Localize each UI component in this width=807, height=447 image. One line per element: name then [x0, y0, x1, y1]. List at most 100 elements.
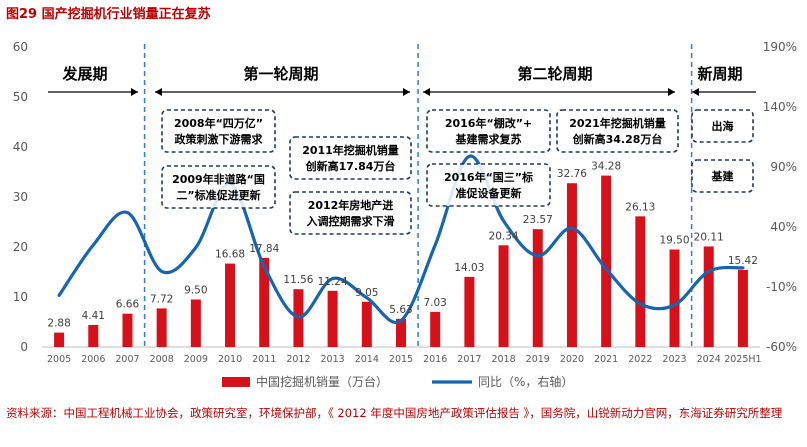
- y-left-tick-label: 50: [13, 90, 28, 104]
- annotation-box: 2009年非道路“国二”标准促进更新: [161, 165, 276, 209]
- y-right-tick-label: 190%: [763, 40, 797, 54]
- annotation-text: 2016年“棚改”+: [445, 116, 532, 130]
- period-arrow-head: [155, 88, 162, 96]
- bar: [464, 276, 475, 347]
- bar-data-label: 5.63: [389, 304, 412, 316]
- bar: [737, 269, 748, 347]
- period-label: 发展期: [61, 65, 107, 83]
- bar: [703, 246, 714, 347]
- bar-data-label: 6.66: [116, 299, 140, 311]
- period-label: 新周期: [697, 65, 742, 83]
- bar: [566, 183, 577, 347]
- x-tick-label: 2014: [355, 354, 379, 365]
- sales-chart: 0 10 20 30 40 50 60 -60% -10% 40% 90% 140% 190% 2005 2…: [13, 40, 797, 389]
- annotation-boxes: 2008年“四万亿” 政策刺激下游需求 2009年非道路“国二”标准促进更新 2011…: [161, 109, 754, 235]
- x-tick-label: 2020: [560, 354, 584, 365]
- y-right-tick-label: 40%: [770, 220, 797, 234]
- period-arrow-head: [692, 88, 699, 96]
- bar: [361, 301, 372, 347]
- bar: [635, 216, 646, 347]
- y-left-tick-label: 20: [13, 240, 28, 254]
- legend-line-label: 同比（%，右轴）: [478, 374, 573, 389]
- legend-bar-swatch: [222, 377, 250, 387]
- bar-data-label: 11.24: [318, 276, 348, 288]
- annotation-text: 2012年房地产进: [308, 198, 394, 212]
- annotation-frame: [289, 136, 412, 180]
- x-tick-label: 2011: [252, 354, 276, 365]
- annotation-frame: [556, 109, 679, 153]
- x-tick-label: 2010: [218, 354, 242, 365]
- bar-data-label: 23.57: [523, 214, 553, 226]
- bar-data-label: 14.03: [454, 262, 484, 274]
- y-left-tick-label: 30: [13, 190, 28, 204]
- bar-data-label: 26.13: [625, 201, 655, 213]
- annotation-box: 出海: [691, 109, 754, 143]
- x-tick-label: 2025H1: [724, 354, 761, 365]
- bar: [327, 290, 338, 347]
- period-arrow-head: [423, 88, 430, 96]
- annotation-frame: [289, 191, 412, 235]
- annotation-box: 2008年“四万亿” 政策刺激下游需求: [161, 109, 276, 153]
- x-tick-label: 2019: [526, 354, 550, 365]
- bar: [225, 263, 236, 347]
- x-tick-label: 2012: [286, 354, 310, 365]
- annotation-frame: [426, 109, 551, 153]
- y-right-tick-label: 140%: [763, 100, 797, 114]
- y-right-tick-label: -60%: [766, 340, 797, 354]
- y-left-tick-label: 0: [20, 340, 28, 354]
- annotation-text: 创新高17.84万台: [305, 159, 396, 173]
- annotation-box: 基建: [691, 159, 754, 193]
- annotation-text: 出海: [712, 119, 734, 133]
- bar-data-label: 20.34: [489, 230, 519, 242]
- x-tick-label: 2006: [81, 354, 105, 365]
- y-left-tick-label: 40: [13, 140, 28, 154]
- annotation-text: 2021年挖掘机销量: [569, 116, 666, 130]
- x-tick-label: 2022: [628, 354, 652, 365]
- annotation-box: 2016年“棚改”+ 基建需求复苏: [426, 109, 551, 153]
- bar: [601, 175, 612, 347]
- period-arrow-head: [403, 88, 410, 96]
- annotation-frame: [691, 159, 754, 193]
- annotation-text: 基建需求复苏: [455, 132, 522, 146]
- bar: [122, 313, 133, 347]
- period-arrow-head: [668, 88, 675, 96]
- bar-data-labels: 2.88 4.41 6.66 7.72 9.50 16.68 17.84 11.56 11.24…: [47, 161, 758, 330]
- bar: [396, 318, 406, 347]
- x-tick-label: 2013: [321, 354, 345, 365]
- period-label: 第一轮周期: [243, 65, 318, 83]
- period-arrow-head: [131, 88, 138, 96]
- bar: [88, 324, 99, 347]
- bar: [156, 308, 167, 347]
- bar-data-label: 7.72: [150, 293, 173, 305]
- y-right-tick-label: 90%: [770, 160, 797, 174]
- bar-data-label: 15.42: [728, 255, 758, 267]
- bar-data-label: 4.41: [82, 310, 105, 322]
- bar-data-label: 2.88: [47, 318, 70, 330]
- y-left-tick-label: 60: [13, 40, 28, 54]
- annotation-text: 入调控期需求下滑: [307, 214, 395, 228]
- x-tick-label: 2017: [457, 354, 481, 365]
- x-tick-label: 2015: [389, 354, 413, 365]
- bar: [259, 257, 270, 347]
- period-dividers: [143, 44, 693, 347]
- bar-data-label: 19.50: [659, 235, 689, 247]
- annotation-text: 2009年非道路“国: [172, 172, 265, 186]
- figure-title: 图29 国产挖掘机行业销量正在复苏: [6, 7, 211, 22]
- annotation-text: 政策刺激下游需求: [175, 132, 264, 146]
- source-note: 资料来源：中国工程机械工业协会，政策研究室，环境保护部，《 2012 年度中国房…: [6, 406, 783, 420]
- bar-data-label: 20.11: [694, 231, 724, 243]
- bar: [498, 245, 509, 347]
- bar: [430, 311, 441, 347]
- period-labels: 发展期 第一轮周期 第二轮周期 新周期: [48, 65, 756, 96]
- bar-data-label: 32.76: [557, 168, 587, 180]
- period-label: 第二轮周期: [517, 65, 592, 83]
- x-tick-label: 2007: [115, 354, 139, 365]
- y-left-tick-label: 10: [13, 290, 28, 304]
- bar-data-label: 9.50: [184, 285, 207, 297]
- annotation-text: 创新高34.28万台: [572, 132, 663, 146]
- annotation-text: 二”标准促进更新: [176, 188, 260, 202]
- annotation-frame: [161, 165, 276, 209]
